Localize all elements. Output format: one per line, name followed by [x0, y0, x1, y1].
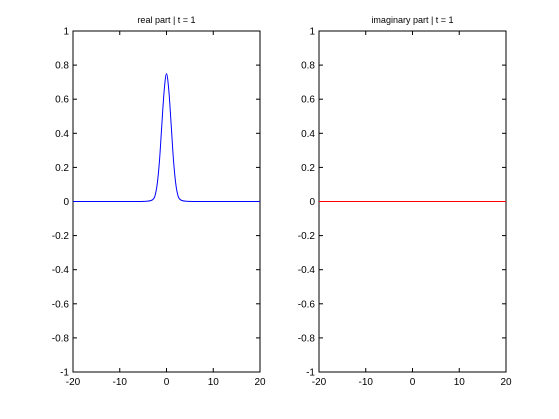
imag-y-tick-label: 0.6 [301, 95, 315, 106]
imag-y-tick-label: -0.8 [298, 333, 316, 344]
imag-y-tick-label: 0.8 [301, 61, 315, 72]
real-x-tick-label: 0 [164, 377, 170, 388]
imag-y-tick-label: 0.4 [301, 129, 315, 140]
real-y-tick-label: 0.2 [55, 163, 69, 174]
real-y-tick-label: -0.4 [52, 265, 70, 276]
imag-x-tick-label: 0 [410, 377, 416, 388]
real-x-tick-label: -20 [66, 377, 81, 388]
real-y-tick-label: -0.8 [52, 333, 70, 344]
imag-x-tick-label: -20 [312, 377, 327, 388]
imag-y-tick-label: 0 [309, 197, 315, 208]
real-y-tick-label: -0.6 [52, 299, 70, 310]
imag-chart-title: imaginary part | t = 1 [371, 15, 453, 25]
real-chart-title: real part | t = 1 [137, 15, 195, 25]
real-y-tick-label: 0.8 [55, 61, 69, 72]
imag-y-tick-label: 0.2 [301, 163, 315, 174]
imag-x-tick-label: 10 [454, 377, 466, 388]
real-series-line [73, 73, 260, 203]
real-axes: -20 -10 0 10 20 1 0.8 0.6 0.4 0.2 0 -0.2 -0.4 -0.6 -0.… [52, 15, 266, 388]
imag-y-tick-label: -1 [306, 368, 315, 379]
imag-y-tick-label: 1 [309, 27, 315, 38]
imag-y-tick-label: -0.2 [298, 231, 316, 242]
real-y-tick-label: 1 [63, 27, 69, 38]
imag-axes: -20 -10 0 10 20 1 0.8 0.6 0.4 0.2 0 -0.2 -0.4 -0.6 -0.… [298, 15, 512, 388]
real-y-tick-label: -0.2 [52, 231, 70, 242]
imag-x-tick-label: -10 [359, 377, 374, 388]
real-x-tick-label: -10 [113, 377, 128, 388]
real-y-tick-label: 0.6 [55, 95, 69, 106]
real-x-tick-label: 20 [254, 377, 266, 388]
imag-x-tick-label: 20 [500, 377, 512, 388]
imag-y-tick-label: -0.4 [298, 265, 316, 276]
real-y-tick-label: 0 [63, 197, 69, 208]
real-x-tick-label: 10 [208, 377, 220, 388]
imag-y-tick-label: -0.6 [298, 299, 316, 310]
real-y-tick-label: -1 [60, 368, 69, 379]
real-y-tick-label: 0.4 [55, 129, 69, 140]
